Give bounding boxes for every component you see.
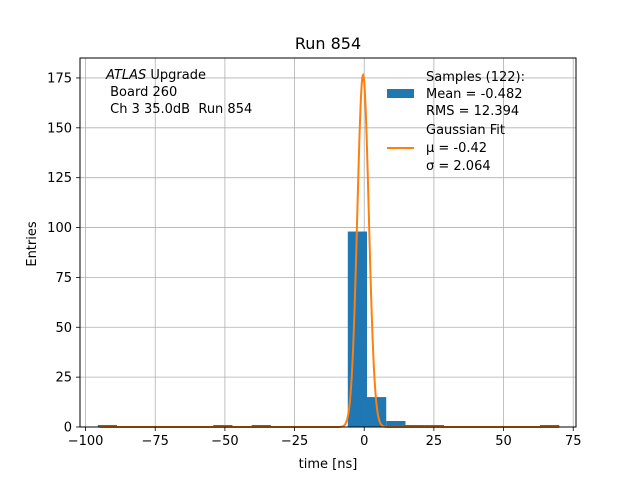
annotation-line-3: Ch 3 35.0dB Run 854 xyxy=(106,102,252,117)
legend-fit-sigma: σ = 2.064 xyxy=(426,159,491,174)
y-axis-ticks: 0 25 50 75 100 125 150 175 xyxy=(47,71,80,436)
histogram-bars xyxy=(97,231,560,427)
y-tick-label: 100 xyxy=(47,221,72,236)
y-tick-label: 175 xyxy=(47,71,72,86)
chart-title: Run 854 xyxy=(295,34,361,53)
y-tick-label: 75 xyxy=(55,271,72,286)
atlas-annotation: ATLAS Upgrade Board 260 Ch 3 35.0dB Run … xyxy=(105,68,252,117)
upgrade-label: Upgrade xyxy=(146,68,206,83)
plot-frame xyxy=(79,57,577,428)
y-tick-label: 50 xyxy=(55,321,72,336)
y-tick-label: 150 xyxy=(47,121,72,136)
legend-hist-mean: Mean = -0.482 xyxy=(426,87,522,102)
x-tick-label: −25 xyxy=(281,434,308,449)
x-tick-label: −100 xyxy=(68,434,104,449)
legend: Samples (122): Mean = -0.482 RMS = 12.39… xyxy=(387,70,525,174)
annotation-line-1: ATLAS Upgrade xyxy=(105,68,206,83)
legend-hist-title: Samples (122): xyxy=(426,70,525,85)
legend-fit-title: Gaussian Fit xyxy=(426,123,505,138)
legend-histogram-swatch xyxy=(387,89,414,98)
y-tick-label: 125 xyxy=(47,171,72,186)
y-tick-label: 25 xyxy=(55,371,72,386)
x-tick-label: 25 xyxy=(426,434,443,449)
x-tick-label: 50 xyxy=(495,434,512,449)
atlas-label: ATLAS xyxy=(105,68,146,83)
legend-fit-mu: μ = -0.42 xyxy=(426,141,487,156)
x-tick-label: 75 xyxy=(565,434,582,449)
x-axis-ticks: −100 −75 −50 −25 0 25 50 75 xyxy=(68,427,582,449)
x-axis-label: time [ns] xyxy=(299,457,358,472)
y-tick-label: 0 xyxy=(64,421,72,436)
x-tick-label: −75 xyxy=(142,434,169,449)
y-axis-label: Entries xyxy=(25,221,40,267)
x-tick-label: 0 xyxy=(360,434,368,449)
x-tick-label: −50 xyxy=(211,434,238,449)
histogram-bar xyxy=(386,421,406,427)
legend-hist-rms: RMS = 12.394 xyxy=(426,104,519,119)
annotation-line-2: Board 260 xyxy=(106,85,177,100)
